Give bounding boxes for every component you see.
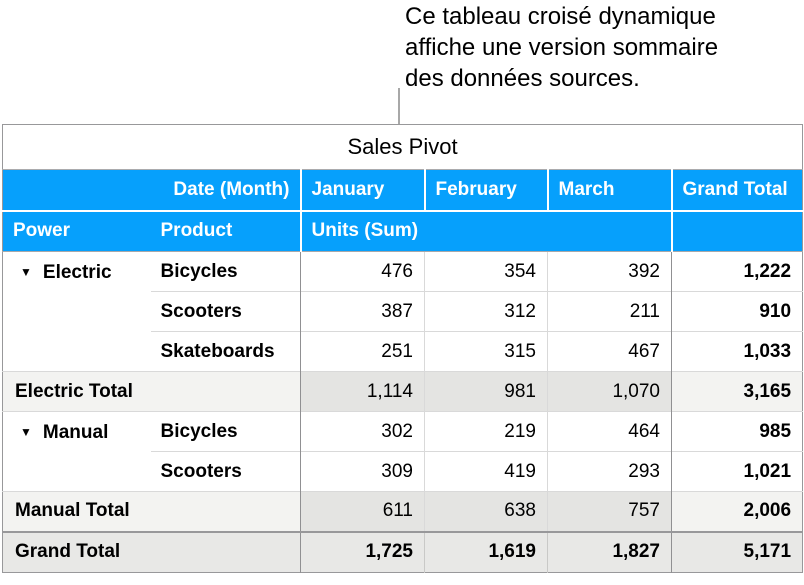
group-cell-manual[interactable]: ▼ Manual bbox=[2, 411, 151, 492]
value-cell[interactable]: 467 bbox=[547, 331, 672, 372]
header-units-sum[interactable]: Units (Sum) bbox=[299, 210, 672, 252]
total-value-cell[interactable]: 611 bbox=[300, 491, 425, 532]
total-value-cell[interactable]: 981 bbox=[424, 371, 548, 412]
row-total-cell[interactable]: 1,222 bbox=[670, 251, 803, 292]
header-product[interactable]: Product bbox=[150, 210, 301, 252]
row-total-cell[interactable]: 1,033 bbox=[670, 331, 803, 372]
value-cell[interactable]: 464 bbox=[547, 411, 672, 452]
value-cell[interactable]: 309 bbox=[300, 451, 425, 492]
grand-total-label-cell[interactable]: Grand Total bbox=[2, 530, 301, 573]
value-cell[interactable]: 392 bbox=[547, 251, 672, 292]
disclosure-triangle-icon[interactable]: ▼ bbox=[20, 425, 32, 439]
value-cell[interactable]: 293 bbox=[547, 451, 672, 492]
value-cell[interactable]: 219 bbox=[424, 411, 548, 452]
value-cell[interactable]: 387 bbox=[300, 291, 425, 332]
value-cell[interactable]: 302 bbox=[300, 411, 425, 452]
row-total-cell[interactable]: 910 bbox=[670, 291, 803, 332]
product-cell[interactable]: Scooters bbox=[150, 291, 301, 332]
total-value-cell[interactable]: 1,114 bbox=[300, 371, 425, 412]
value-cell[interactable]: 419 bbox=[424, 451, 548, 492]
value-cell[interactable]: 211 bbox=[547, 291, 672, 332]
total-value-cell[interactable]: 757 bbox=[547, 491, 672, 532]
total-value-cell[interactable]: 1,070 bbox=[547, 371, 672, 412]
header-february[interactable]: February bbox=[423, 169, 548, 212]
total-label-cell[interactable]: Electric Total bbox=[2, 371, 301, 412]
disclosure-triangle-icon[interactable]: ▼ bbox=[20, 265, 32, 279]
product-cell[interactable]: Scooters bbox=[150, 451, 301, 492]
value-cell[interactable]: 251 bbox=[300, 331, 425, 372]
value-cell[interactable]: 312 bbox=[424, 291, 548, 332]
value-cell[interactable]: 354 bbox=[424, 251, 548, 292]
product-cell[interactable]: Skateboards bbox=[150, 331, 301, 372]
header-power[interactable]: Power bbox=[2, 210, 151, 252]
grand-total-value-cell[interactable]: 1,619 bbox=[424, 530, 548, 573]
table-title-cell[interactable]: Sales Pivot bbox=[2, 124, 803, 170]
total-label-cell[interactable]: Manual Total bbox=[2, 491, 301, 532]
callout-line: Ce tableau croisé dynamique bbox=[405, 3, 716, 30]
group-label: Electric bbox=[42, 262, 112, 283]
header-date-month[interactable]: Date (Month) bbox=[2, 169, 301, 212]
callout-line: des données sources. bbox=[405, 65, 640, 92]
grand-total-value-cell[interactable]: 1,827 bbox=[547, 530, 672, 573]
total-grand-cell[interactable]: 2,006 bbox=[670, 491, 803, 532]
grand-total-value-cell[interactable]: 1,725 bbox=[300, 530, 425, 573]
callout-line: affiche une version sommaire bbox=[405, 34, 719, 61]
header-grand-total[interactable]: Grand Total bbox=[670, 169, 803, 212]
callout-text: Ce tableau croisé dynamique affiche une … bbox=[405, 1, 800, 94]
row-total-cell[interactable]: 985 bbox=[670, 411, 803, 452]
total-grand-cell[interactable]: 3,165 bbox=[670, 371, 803, 412]
group-cell-electric[interactable]: ▼ Electric bbox=[2, 251, 151, 372]
product-cell[interactable]: Bicycles bbox=[150, 411, 301, 452]
value-cell[interactable]: 315 bbox=[424, 331, 548, 372]
total-value-cell[interactable]: 638 bbox=[424, 491, 548, 532]
grand-total-grand-cell[interactable]: 5,171 bbox=[670, 530, 803, 573]
group-label: Manual bbox=[42, 422, 109, 443]
value-cell[interactable]: 476 bbox=[300, 251, 425, 292]
row-total-cell[interactable]: 1,021 bbox=[670, 451, 803, 492]
pivot-table: Sales Pivot Date (Month) January Februar… bbox=[2, 124, 804, 573]
header-january[interactable]: January bbox=[299, 169, 425, 212]
product-cell[interactable]: Bicycles bbox=[150, 251, 301, 292]
callout-leader-line bbox=[398, 88, 400, 125]
header-empty-cell[interactable] bbox=[670, 210, 803, 252]
header-march[interactable]: March bbox=[546, 169, 672, 212]
